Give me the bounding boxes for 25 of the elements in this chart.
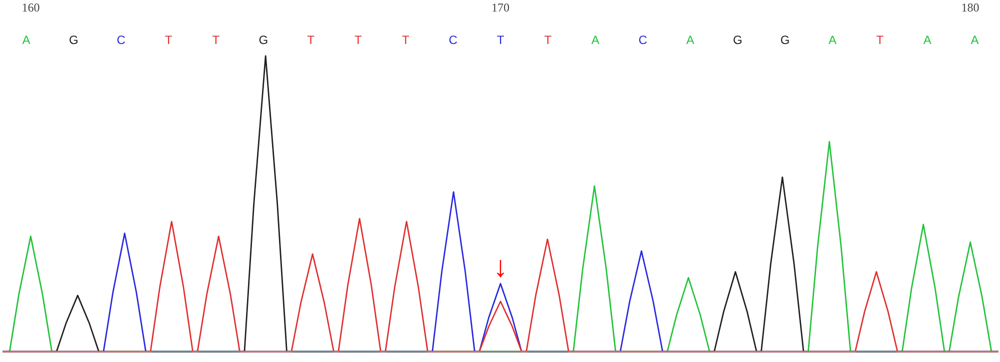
- text: T: [544, 33, 552, 48]
- x-tick-label: 160: [22, 0, 40, 14]
- text: G: [732, 33, 742, 48]
- x-tick-label: 180: [961, 0, 980, 14]
- text: T: [402, 33, 410, 48]
- text: A: [970, 33, 979, 48]
- text: T: [876, 33, 884, 48]
- text: T: [496, 33, 505, 48]
- text: G: [68, 33, 78, 48]
- text: T: [164, 33, 173, 48]
- x-tick-label: 170: [492, 0, 510, 14]
- text: A: [22, 33, 30, 48]
- text: T: [354, 33, 363, 48]
- text: T: [212, 33, 220, 48]
- text: T: [307, 33, 316, 48]
- text: A: [591, 33, 600, 48]
- text: A: [923, 33, 932, 48]
- text: C: [116, 33, 126, 48]
- text: A: [686, 33, 694, 48]
- annotation: ↓: [493, 250, 508, 284]
- text: G: [258, 33, 268, 48]
- text: C: [638, 33, 648, 48]
- text: G: [780, 33, 790, 48]
- text: C: [448, 33, 458, 48]
- text: A: [828, 33, 837, 48]
